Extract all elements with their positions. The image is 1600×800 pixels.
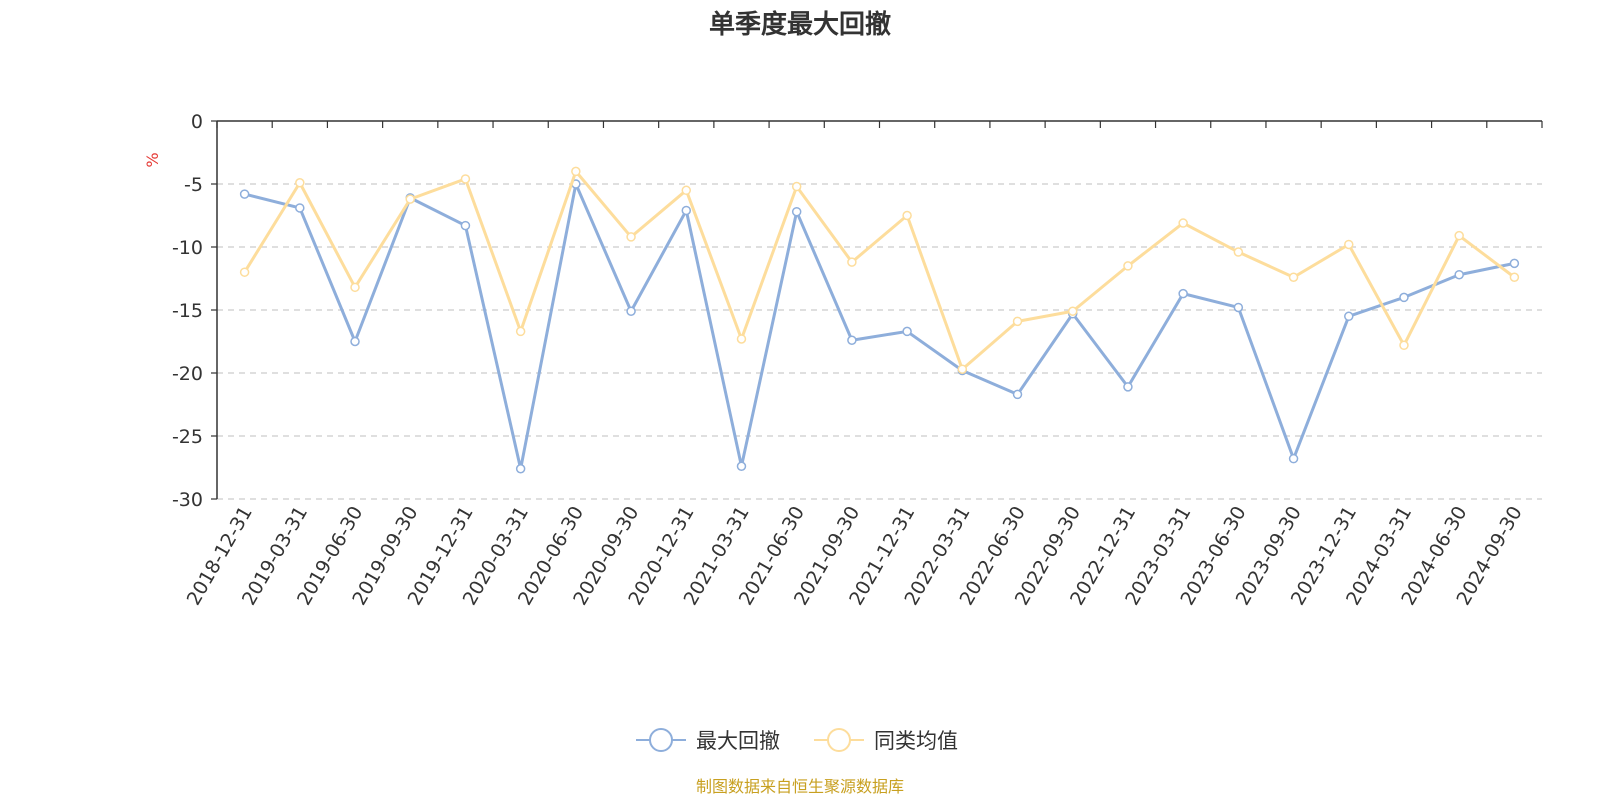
data-point[interactable] xyxy=(571,166,581,177)
data-point[interactable] xyxy=(1399,340,1409,351)
data-point[interactable] xyxy=(1454,230,1464,241)
data-point[interactable] xyxy=(1454,269,1464,280)
series-line xyxy=(244,182,1515,471)
data-point[interactable] xyxy=(681,205,692,216)
y-tick-label: -15 xyxy=(172,300,203,322)
data-point[interactable] xyxy=(460,174,471,184)
legend-item[interactable]: 同类均值 xyxy=(814,728,958,753)
y-tick-label: -20 xyxy=(172,363,203,385)
data-point[interactable] xyxy=(902,210,912,221)
legend-marker-icon xyxy=(649,728,673,752)
data-point[interactable] xyxy=(736,461,747,471)
data-point[interactable] xyxy=(736,334,747,344)
data-point[interactable] xyxy=(1399,292,1409,303)
series-1 xyxy=(239,179,1520,474)
data-point[interactable] xyxy=(847,257,857,267)
data-point[interactable] xyxy=(239,189,250,199)
series-line xyxy=(243,169,1516,371)
data-point[interactable] xyxy=(1509,272,1520,282)
data-point[interactable] xyxy=(1012,389,1023,400)
data-source-note: 制图数据来自恒生聚源数据库 xyxy=(696,777,904,796)
legend-label: 最大回撤 xyxy=(696,729,780,753)
y-axis-unit: % xyxy=(143,152,162,167)
data-point[interactable] xyxy=(1123,382,1133,392)
legend-marker-icon xyxy=(827,728,851,752)
data-point[interactable] xyxy=(405,194,415,204)
y-tick-label: -5 xyxy=(184,174,203,196)
legend-item[interactable]: 最大回撤 xyxy=(636,728,780,753)
chart-title: 单季度最大回撤 xyxy=(709,9,891,40)
data-point[interactable] xyxy=(902,326,912,337)
data-point[interactable] xyxy=(1288,453,1299,464)
y-tick-labels: 0 -5 -10 -15 -20 -25 -30 xyxy=(172,111,217,511)
y-tick-label: -25 xyxy=(172,426,203,448)
series-2 xyxy=(239,166,1520,374)
data-point[interactable] xyxy=(1288,272,1299,282)
data-point[interactable] xyxy=(957,364,968,374)
data-point[interactable] xyxy=(1233,302,1244,313)
data-point[interactable] xyxy=(239,267,250,277)
data-point[interactable] xyxy=(1067,306,1078,317)
data-point[interactable] xyxy=(295,203,305,213)
y-tick-label: -30 xyxy=(172,489,203,511)
data-point[interactable] xyxy=(626,306,636,317)
data-point[interactable] xyxy=(791,181,802,192)
data-point[interactable] xyxy=(295,177,305,188)
data-point[interactable] xyxy=(847,335,857,345)
grid-lines xyxy=(217,183,1542,500)
data-point[interactable] xyxy=(515,464,526,474)
data-point[interactable] xyxy=(626,232,636,242)
data-point[interactable] xyxy=(1344,239,1354,250)
data-point[interactable] xyxy=(350,336,360,347)
data-point[interactable] xyxy=(350,282,360,293)
data-point[interactable] xyxy=(1233,247,1244,257)
data-point[interactable] xyxy=(791,206,802,217)
data-point[interactable] xyxy=(1178,218,1188,228)
data-point[interactable] xyxy=(1123,261,1133,271)
y-tick-label: -10 xyxy=(172,237,203,259)
data-point[interactable] xyxy=(1178,288,1188,299)
data-point[interactable] xyxy=(515,326,526,337)
data-point[interactable] xyxy=(1012,316,1023,327)
data-point[interactable] xyxy=(1509,258,1520,269)
legend-label: 同类均值 xyxy=(874,729,958,753)
data-point[interactable] xyxy=(1344,311,1354,322)
x-tick-labels: 2018-12-312019-03-312019-06-302019-09-30… xyxy=(183,502,1527,609)
legend[interactable]: 最大回撤 同类均值 xyxy=(636,728,958,753)
y-tick-label: 0 xyxy=(191,111,203,133)
series-layer xyxy=(239,166,1520,474)
data-point[interactable] xyxy=(460,220,471,231)
data-point[interactable] xyxy=(681,185,692,196)
